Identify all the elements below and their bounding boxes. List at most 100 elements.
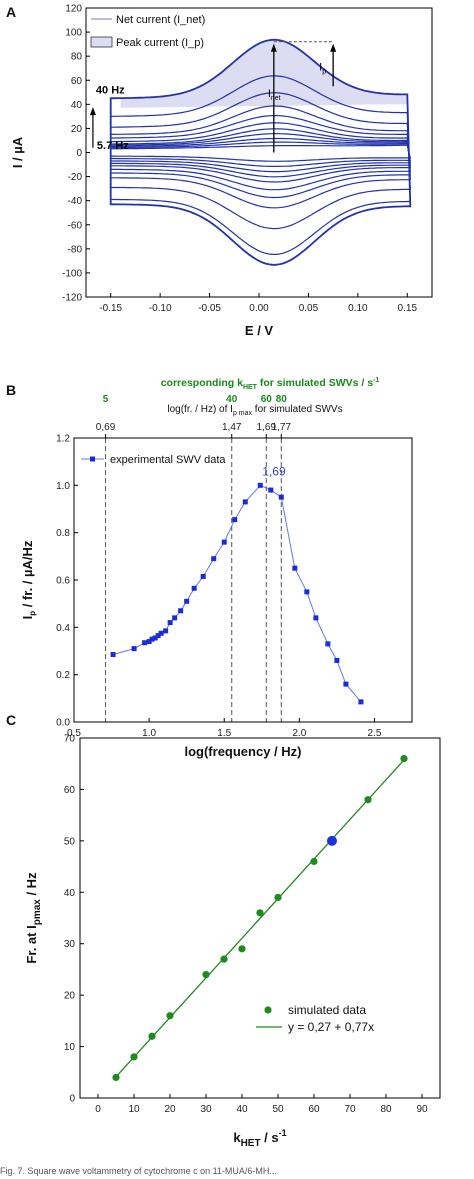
- top-tick-label: 1,47: [222, 422, 242, 433]
- ip-annotation: Ip: [319, 62, 326, 76]
- khet-tick-label: 40: [226, 394, 238, 405]
- frequency-arrowhead: [89, 107, 96, 116]
- sim-point: [256, 909, 264, 917]
- y-tick-label: 50: [64, 836, 76, 847]
- y-tick-label: -40: [68, 196, 83, 207]
- sim-point: [364, 796, 372, 804]
- y-tick-label: -80: [68, 244, 83, 255]
- swv-point: [325, 641, 331, 647]
- x-tick-label: 90: [416, 1104, 428, 1115]
- sim-point: [112, 1073, 120, 1082]
- swv-point: [200, 573, 206, 579]
- y-axis-label: I / µA: [10, 136, 25, 168]
- x-axis-label: E / V: [245, 323, 274, 338]
- swv-point: [178, 608, 184, 614]
- sim-point: [220, 955, 228, 963]
- y-axis-label: Ip / fr. / µA/Hz: [20, 540, 37, 619]
- y-axis-label: Fr. at Ipmax / Hz: [24, 872, 43, 964]
- swv-point: [131, 646, 137, 652]
- x-tick-label: 2.5: [367, 728, 381, 739]
- legend-point-label: simulated data: [288, 1003, 366, 1017]
- x-tick-label: 0: [95, 1104, 101, 1115]
- y-tick-label: 0: [69, 1094, 75, 1105]
- panel-a: A Ip Inet 40 Hz 5.7 Hz -0.15 -0.10 -0.05 0.00 0.…: [6, 4, 433, 338]
- x-tick-label: 70: [344, 1104, 356, 1115]
- panel-c: C 0 10 20 30 40 50 60 70 80 90 0 10 20 30 40 50 60 70 kHET…: [6, 712, 441, 1149]
- panel-b-frame: [73, 437, 413, 723]
- legend-peak-label: Peak current (I_p): [116, 37, 204, 49]
- swv-point: [184, 598, 190, 604]
- x-tick-label: 80: [380, 1104, 392, 1115]
- sim-point: [274, 893, 282, 902]
- x-tick-label: -0.05: [198, 303, 221, 314]
- y-tick-label: -100: [62, 268, 82, 279]
- swv-point: [313, 615, 319, 621]
- x-tick-label: 0.15: [398, 303, 418, 314]
- y-tick-label: 0.8: [56, 528, 70, 539]
- swv-point: [358, 699, 364, 705]
- y-tick-label: 10: [64, 1042, 76, 1053]
- swv-point: [172, 615, 178, 621]
- y-tick-label: 80: [71, 52, 83, 63]
- swv-point: [149, 636, 155, 642]
- x-tick-label: 2.0: [292, 728, 306, 739]
- sim-point: [238, 945, 246, 953]
- swv-point: [292, 565, 298, 571]
- sim-point: [130, 1053, 138, 1061]
- y-tick-label: -120: [62, 293, 82, 304]
- swv-point: [191, 585, 197, 591]
- cv-curve-10: [110, 75, 411, 255]
- top-tick-label: 1,77: [272, 422, 292, 433]
- x-tick-label: 0.10: [348, 303, 368, 314]
- y-tick-label: 20: [64, 991, 76, 1002]
- fit-line: [115, 759, 405, 1078]
- legend-peak-swatch: [90, 36, 113, 48]
- swv-point: [146, 639, 152, 645]
- panel-b: B 0.5 1.0 1.5 2.0 2.5 0.0 0.2 0.4 0.6 0.8 1.0 1.2 0,…: [6, 377, 413, 759]
- y-tick-label: 0: [76, 148, 82, 159]
- cv-curve-9: [110, 92, 411, 230]
- swv-point: [110, 652, 116, 658]
- y-tick-label: 70: [64, 734, 76, 745]
- swv-point: [242, 499, 248, 505]
- top-tick-label: 1,69: [257, 422, 277, 433]
- y-tick-label: 1.2: [56, 434, 70, 445]
- ip-arrowhead: [330, 43, 337, 52]
- swv-point: [257, 482, 263, 488]
- y-tick-label: 120: [65, 4, 82, 15]
- sim-point: [400, 754, 408, 763]
- swv-point: [152, 635, 158, 641]
- swv-point: [155, 633, 161, 639]
- sim-point: [166, 1012, 174, 1020]
- x-tick-label: 40: [236, 1104, 248, 1115]
- khet-tick-label: 80: [276, 394, 288, 405]
- swv-point: [167, 620, 173, 626]
- swv-point: [211, 556, 217, 562]
- y-tick-label: 30: [64, 939, 76, 950]
- swv-point: [268, 487, 274, 493]
- swv-point: [278, 494, 284, 500]
- khet-tick-label: 60: [261, 394, 273, 405]
- swv-point: [343, 681, 349, 687]
- sim-point: [310, 857, 318, 866]
- sim-point: [148, 1032, 156, 1040]
- y-tick-label: 100: [65, 28, 82, 39]
- swv-point: [304, 589, 310, 595]
- swv-point: [142, 640, 148, 646]
- peak-current-shading: [120, 39, 408, 108]
- x-tick-label: 1.0: [142, 728, 156, 739]
- x-axis-label: log(frequency / Hz): [184, 744, 301, 759]
- y-tick-label: -20: [68, 172, 83, 183]
- figure-caption: Fig. 7. Square wave voltammetry of cytoc…: [0, 1166, 277, 1176]
- panel-b-letter: B: [6, 382, 16, 398]
- top-axis-title-khet: corresponding kHET for simulated SWVs / …: [161, 377, 380, 391]
- label-5-7hz: 5.7 Hz: [97, 140, 129, 152]
- panel-c-letter: C: [6, 712, 16, 728]
- swv-point: [221, 539, 227, 545]
- x-tick-label: 20: [164, 1104, 176, 1115]
- top-tick-label: 0,69: [96, 422, 116, 433]
- legend-point-swatch: [264, 1006, 272, 1014]
- y-tick-label: 0.2: [56, 670, 70, 681]
- legend-net-label: Net current (I_net): [116, 14, 205, 26]
- y-tick-label: 1.0: [56, 481, 70, 492]
